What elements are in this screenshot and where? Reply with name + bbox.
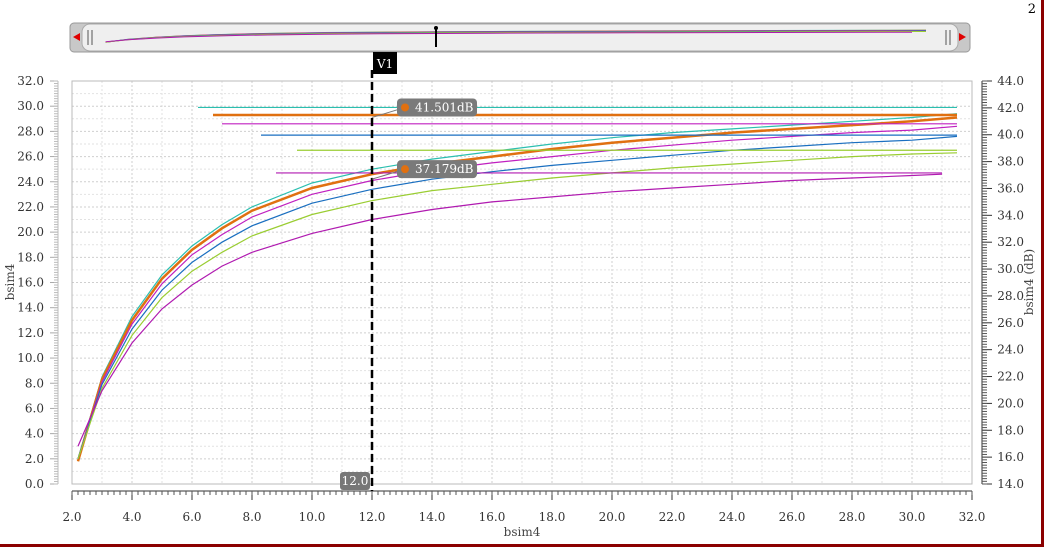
markers[interactable]: 41.501dB 37.179dB (371, 98, 477, 180)
series-1-curve[interactable] (77, 113, 958, 459)
x-tick-label: 26.0 (779, 510, 806, 524)
y-right-tick-label: 42.0 (997, 101, 1024, 115)
y-right-tick-label: 26.0 (997, 316, 1024, 330)
cursor-x-value: 12.0 (342, 474, 369, 488)
y-right-tick-label: 38.0 (997, 155, 1024, 169)
y-left-tick-label: 28.0 (17, 124, 44, 138)
x-tick-label: 16.0 (479, 510, 506, 524)
x-axis-title: bsim4 (504, 525, 541, 539)
marker-box[interactable] (397, 98, 477, 117)
x-tick-label: 32.0 (959, 510, 986, 524)
x-tick-label: 20.0 (599, 510, 626, 524)
x-tick-label: 30.0 (899, 510, 926, 524)
y-right-tick-label: 22.0 (997, 370, 1024, 384)
marker-dot[interactable] (401, 103, 409, 112)
scroll-right-arrow-icon[interactable] (959, 33, 966, 41)
x-tick-label: 6.0 (182, 510, 201, 524)
y-left-tick-label: 18.0 (17, 250, 44, 264)
overview-thumb[interactable] (81, 23, 959, 52)
y-right-tick-label: 14.0 (997, 477, 1024, 491)
y-right-tick-label: 20.0 (997, 396, 1024, 410)
y-left-tick-label: 24.0 (17, 175, 44, 189)
y-left-tick-label: 20.0 (17, 225, 44, 239)
x-tick-label: 2.0 (62, 510, 81, 524)
plot-area[interactable] (71, 80, 973, 485)
y-axis-right-title: bsim4 (dB) (1022, 249, 1036, 315)
cursor-x-tag (340, 472, 370, 490)
x-tick-label: 12.0 (359, 510, 386, 524)
marker-label: 41.501dB (415, 100, 474, 114)
marker-label: 37.179dB (415, 162, 474, 176)
y-left-tick-label: 4.0 (25, 427, 44, 441)
grid (71, 80, 973, 485)
y-right-tick-label: 18.0 (997, 423, 1024, 437)
y-left-tick-label: 30.0 (17, 99, 44, 113)
x-tick-label: 4.0 (122, 510, 141, 524)
y-left-tick-label: 16.0 (17, 276, 44, 290)
y-left-tick-label: 8.0 (25, 376, 44, 390)
overview-scrollbar[interactable] (69, 22, 971, 53)
y-right-tick-label: 24.0 (997, 343, 1024, 357)
y-left-tick-label: 22.0 (17, 200, 44, 214)
cursor-name: V1 (376, 57, 393, 71)
series-5-curve[interactable] (77, 152, 958, 459)
y-left-tick-label: 2.0 (25, 452, 44, 466)
marker-dot[interactable] (401, 165, 409, 174)
scroll-left-arrow-icon[interactable] (73, 33, 80, 41)
y-right-tick-label: 36.0 (997, 181, 1024, 195)
corner-label: 2 (1027, 2, 1036, 17)
marker-box[interactable] (397, 160, 477, 179)
y-axis-left-title: bsim4 (3, 263, 17, 300)
y-right-tick-label: 40.0 (997, 128, 1024, 142)
y-right-tick-label: 28.0 (997, 289, 1024, 303)
vertical-cursor[interactable]: V1 12.0 (340, 52, 397, 491)
y-left-tick-label: 0.0 (25, 477, 44, 491)
series-6-curve[interactable] (77, 173, 943, 447)
x-tick-label: 8.0 (242, 510, 261, 524)
x-tick-label: 18.0 (539, 510, 566, 524)
y-left-tick-label: 14.0 (17, 301, 44, 315)
axes: 2.0 4.0 6.0 8.0 10.0 12.0 14.0 16.0 18.0 20.0 22.0… (17, 74, 1024, 524)
y-left-tick-label: 12.0 (17, 326, 44, 340)
y-left-tick-label: 32.0 (17, 74, 44, 88)
y-right-tick-label: 44.0 (997, 74, 1024, 88)
y-right-tick-label: 16.0 (997, 450, 1024, 464)
y-right-tick-label: 32.0 (997, 235, 1024, 249)
y-right-tick-label: 34.0 (997, 208, 1024, 222)
x-tick-label: 28.0 (839, 510, 866, 524)
x-tick-label: 14.0 (419, 510, 446, 524)
y-left-tick-label: 10.0 (17, 351, 44, 365)
x-tick-label: 24.0 (719, 510, 746, 524)
cursor-tag[interactable] (373, 52, 397, 74)
series-4-curve[interactable] (77, 135, 958, 459)
x-tick-label: 22.0 (659, 510, 686, 524)
y-right-tick-label: 30.0 (997, 262, 1024, 276)
x-tick-label: 10.0 (299, 510, 326, 524)
y-left-tick-label: 26.0 (17, 150, 44, 164)
y-left-tick-label: 6.0 (25, 401, 44, 415)
